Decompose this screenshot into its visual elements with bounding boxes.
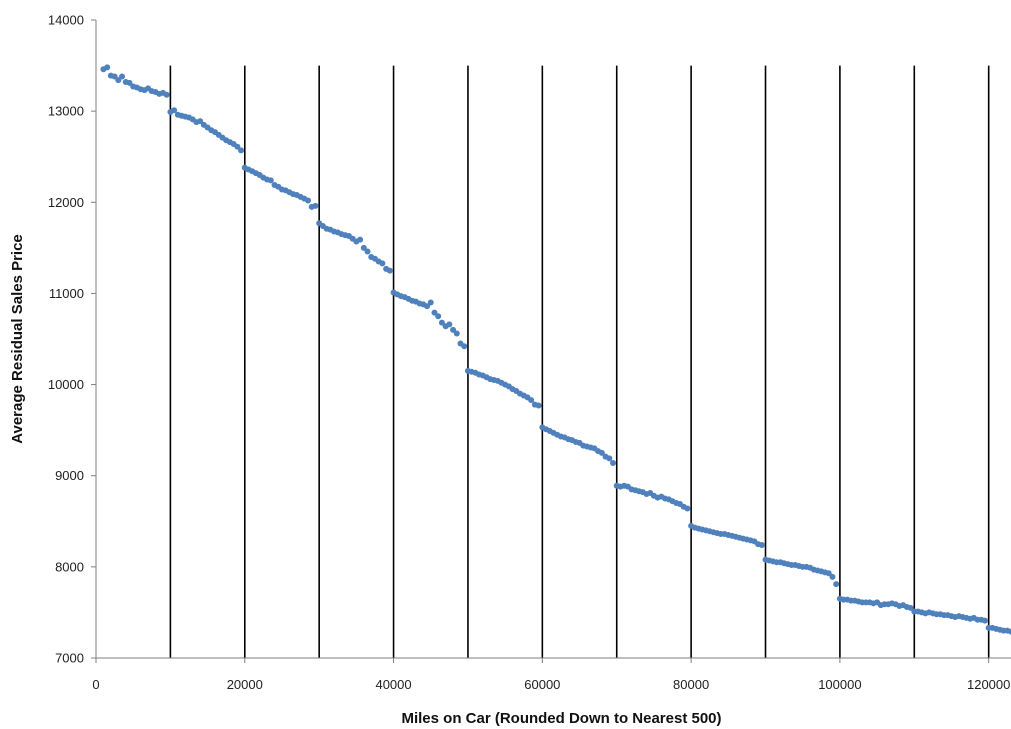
data-point (238, 147, 245, 154)
data-point (833, 581, 840, 588)
vertical-reference-lines (169, 65, 990, 658)
data-point (234, 143, 241, 150)
data-point (171, 107, 178, 114)
data-point (535, 402, 542, 409)
data-point (163, 91, 170, 98)
data-point (115, 77, 122, 84)
data-point (1008, 628, 1011, 635)
data-point (598, 449, 605, 456)
data-point (610, 459, 617, 466)
data-point (126, 79, 133, 86)
data-point (829, 573, 836, 580)
data-point (684, 505, 691, 512)
data-point (981, 617, 988, 624)
data-point (758, 541, 765, 548)
data-point (435, 313, 442, 320)
data-point (305, 197, 312, 204)
data-point (267, 177, 274, 184)
y-tick-label-13000: 13000 (48, 104, 84, 119)
data-point (104, 64, 111, 71)
data-points (100, 64, 1011, 635)
data-point (427, 299, 434, 306)
y-tick-label-11000: 11000 (49, 286, 84, 301)
y-tick-label-8000: 8000 (55, 559, 84, 574)
y-tick-label-12000: 12000 (48, 195, 84, 210)
x-tick-label-40000: 40000 (375, 677, 411, 692)
data-point (431, 309, 438, 316)
data-point (446, 321, 453, 328)
data-point (111, 73, 118, 80)
x-tick-label-80000: 80000 (673, 677, 709, 692)
data-point (119, 73, 126, 80)
data-point (825, 570, 832, 577)
y-tick-label-9000: 9000 (55, 468, 84, 483)
data-point (364, 248, 371, 255)
data-point (424, 303, 431, 310)
y-tick-label-7000: 7000 (55, 651, 84, 666)
y-axis-tick-labels: 7000 8000 9000 10000 11000 12000 13000 14000 (48, 13, 84, 666)
data-point (907, 604, 914, 611)
data-point (453, 330, 460, 337)
data-point (360, 244, 367, 251)
data-point (386, 267, 393, 274)
data-point (197, 118, 204, 125)
y-tick-label-14000: 14000 (48, 13, 84, 28)
x-axis-title: Miles on Car (Rounded Down to Nearest 50… (401, 710, 721, 727)
x-tick-label-120000: 120000 (967, 677, 1010, 692)
data-point (528, 397, 535, 404)
data-point (357, 236, 364, 243)
data-point (379, 260, 386, 267)
x-tick-label-0: 0 (92, 677, 99, 692)
data-point (450, 326, 457, 333)
axes (91, 19, 1011, 663)
data-point (438, 319, 445, 326)
data-point (461, 343, 468, 350)
y-tick-label-10000: 10000 (48, 377, 84, 392)
data-point (312, 202, 319, 209)
y-axis-title: Average Residual Sales Price (9, 234, 26, 444)
data-point (606, 455, 613, 462)
x-axis-tick-labels: 0 20000 40000 60000 80000 100000 120000 (92, 677, 1010, 692)
x-tick-label-100000: 100000 (818, 677, 861, 692)
x-tick-label-20000: 20000 (227, 677, 263, 692)
x-tick-label-60000: 60000 (524, 677, 560, 692)
